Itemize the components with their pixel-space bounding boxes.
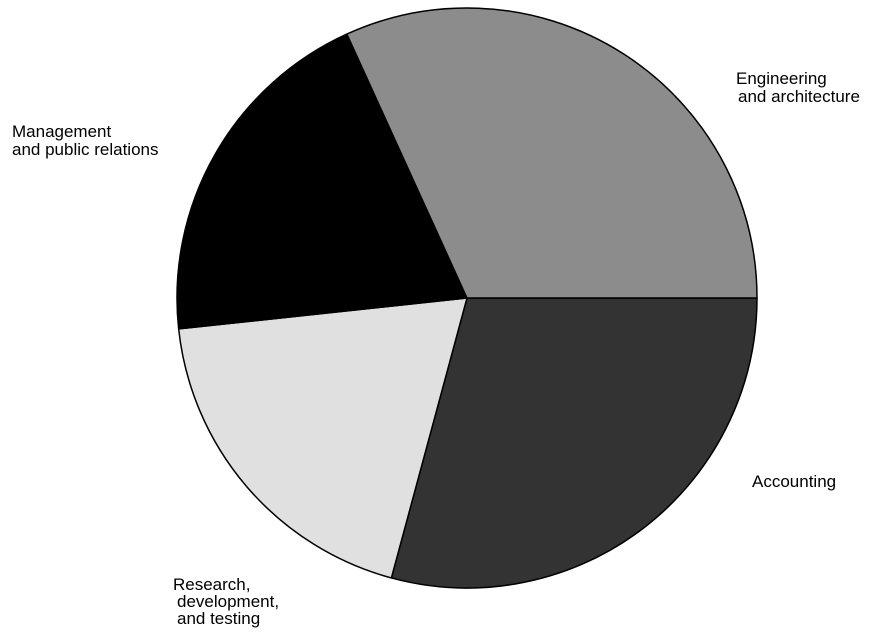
pie-slices <box>176 7 758 589</box>
pie-label-line: Research, <box>173 575 250 594</box>
pie-label-line: and architecture <box>738 87 860 106</box>
pie-slice-management-and-public-relations <box>346 7 758 299</box>
pie-label-line: Management <box>12 122 112 141</box>
pie-slice-research-development-and-testing <box>176 33 468 330</box>
pie-label-line: and public relations <box>12 140 158 159</box>
pie-label-line: development, <box>177 592 279 611</box>
pie-labels: Engineering and architecture Accounting Res… <box>12 69 860 628</box>
pie-label-line: Accounting <box>752 472 836 491</box>
pie-slice-accounting <box>177 297 468 579</box>
pie-slice-engineering-and-architecture <box>390 297 758 589</box>
pie-label-line: and testing <box>177 609 260 628</box>
pie-label-research-development-and-testing: Research, development, and testing <box>173 575 279 628</box>
pie-label-management-and-public-relations: Management and public relations <box>12 122 158 159</box>
pie-label-engineering-and-architecture: Engineering and architecture <box>736 69 860 106</box>
pie-label-accounting: Accounting <box>752 472 836 491</box>
pie-label-line: Engineering <box>736 69 827 88</box>
